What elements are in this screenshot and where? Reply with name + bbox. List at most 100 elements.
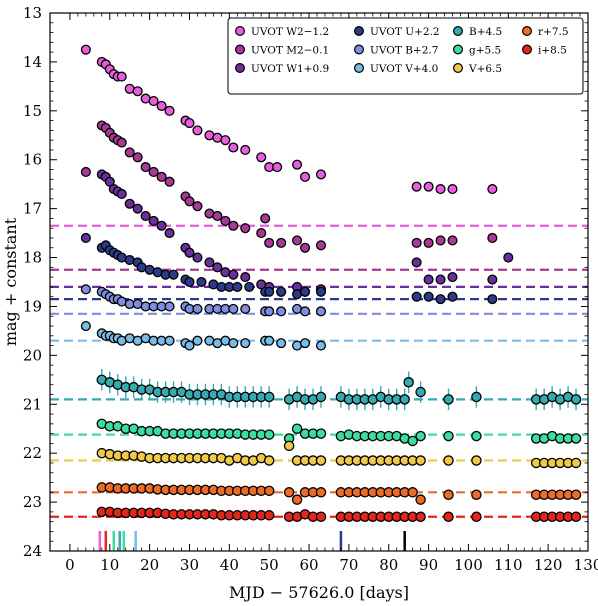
data-point <box>263 455 275 466</box>
data-point <box>415 511 426 523</box>
data-point <box>487 274 498 285</box>
data-point <box>140 162 151 173</box>
x-tick-label: 30 <box>180 556 199 574</box>
data-point <box>184 340 195 351</box>
data-point <box>570 457 582 469</box>
y-tick-label: 14 <box>23 53 42 71</box>
series-6 <box>96 369 582 411</box>
y-tick-label: 24 <box>23 542 42 560</box>
data-point <box>315 169 327 180</box>
data-point <box>300 171 311 182</box>
series-10 <box>96 506 582 523</box>
legend-label: i+8.5 <box>538 45 567 57</box>
legend-entry-8: V+6.5 <box>453 62 502 75</box>
data-point <box>423 291 434 302</box>
data-point <box>415 455 426 466</box>
data-point <box>164 105 175 116</box>
legend-label: UVOT W1+0.9 <box>251 63 329 75</box>
data-point <box>443 511 454 523</box>
data-point <box>423 274 434 285</box>
data-point <box>443 430 454 442</box>
data-point <box>192 201 203 212</box>
data-point <box>443 489 454 501</box>
data-point <box>283 487 295 498</box>
data-point <box>263 391 275 403</box>
series-0 <box>80 44 498 195</box>
data-point <box>570 394 582 405</box>
data-point <box>291 494 303 505</box>
data-point <box>256 228 267 239</box>
data-point <box>471 455 482 466</box>
data-point <box>240 144 251 155</box>
legend-label: UVOT U+2.2 <box>370 26 440 38</box>
data-point <box>116 137 127 148</box>
data-point <box>148 215 159 226</box>
data-point <box>148 95 159 107</box>
data-point <box>315 306 327 317</box>
data-points <box>80 44 582 523</box>
data-point <box>220 215 231 226</box>
data-point <box>264 306 275 317</box>
legend-marker <box>453 62 464 73</box>
data-point <box>447 235 458 246</box>
legend-label: g+5.5 <box>469 45 501 57</box>
data-point <box>315 340 327 351</box>
data-point <box>192 303 203 314</box>
data-point <box>228 269 239 280</box>
x-tick-label: 120 <box>534 556 563 574</box>
data-point <box>291 423 303 434</box>
series-9 <box>96 482 582 505</box>
legend-entry-0: UVOT W2−1.2 <box>235 26 329 38</box>
data-point <box>411 291 422 302</box>
data-point <box>471 391 482 403</box>
data-point <box>212 262 223 273</box>
data-point <box>315 286 327 297</box>
x-tick-label: 20 <box>140 556 159 574</box>
legend-label: B+4.5 <box>469 26 502 38</box>
data-point <box>264 286 275 297</box>
series-7 <box>96 418 582 447</box>
data-point <box>124 147 135 158</box>
data-point <box>132 203 143 214</box>
legend-label: V+6.5 <box>468 63 502 75</box>
data-point <box>204 257 215 268</box>
data-point <box>276 237 287 248</box>
legend-label: UVOT W2−1.2 <box>251 26 329 38</box>
data-point <box>315 487 327 498</box>
data-point <box>411 237 422 248</box>
legend-marker <box>354 26 365 37</box>
data-point <box>447 184 458 195</box>
data-point <box>240 223 251 234</box>
data-point <box>184 117 195 129</box>
legend-entry-10: i+8.5 <box>521 44 567 57</box>
data-point <box>471 511 482 523</box>
data-point <box>435 274 446 285</box>
x-tick-label: 80 <box>379 556 398 574</box>
x-tick-label: 0 <box>65 556 75 574</box>
legend-marker <box>235 62 246 73</box>
data-point <box>168 269 179 280</box>
data-point <box>435 184 446 195</box>
data-point <box>447 291 458 302</box>
data-point <box>300 338 311 349</box>
data-point <box>80 232 91 244</box>
data-point <box>447 272 458 283</box>
data-point <box>570 433 582 444</box>
data-point <box>264 335 275 346</box>
data-point <box>276 306 287 317</box>
legend-marker <box>354 44 365 55</box>
data-point <box>164 301 175 312</box>
legend-entry-4: UVOT B+2.7 <box>354 44 438 57</box>
data-point <box>300 286 311 297</box>
data-point <box>184 247 195 258</box>
data-point <box>276 286 287 297</box>
data-point <box>415 494 426 505</box>
x-tick-label: 70 <box>339 556 358 574</box>
data-point <box>212 210 223 222</box>
data-point <box>124 198 135 209</box>
y-tick-label: 13 <box>23 4 42 22</box>
legend-marker <box>521 44 532 55</box>
data-point <box>232 281 243 292</box>
y-tick-label: 19 <box>23 297 42 315</box>
data-point <box>228 338 239 349</box>
